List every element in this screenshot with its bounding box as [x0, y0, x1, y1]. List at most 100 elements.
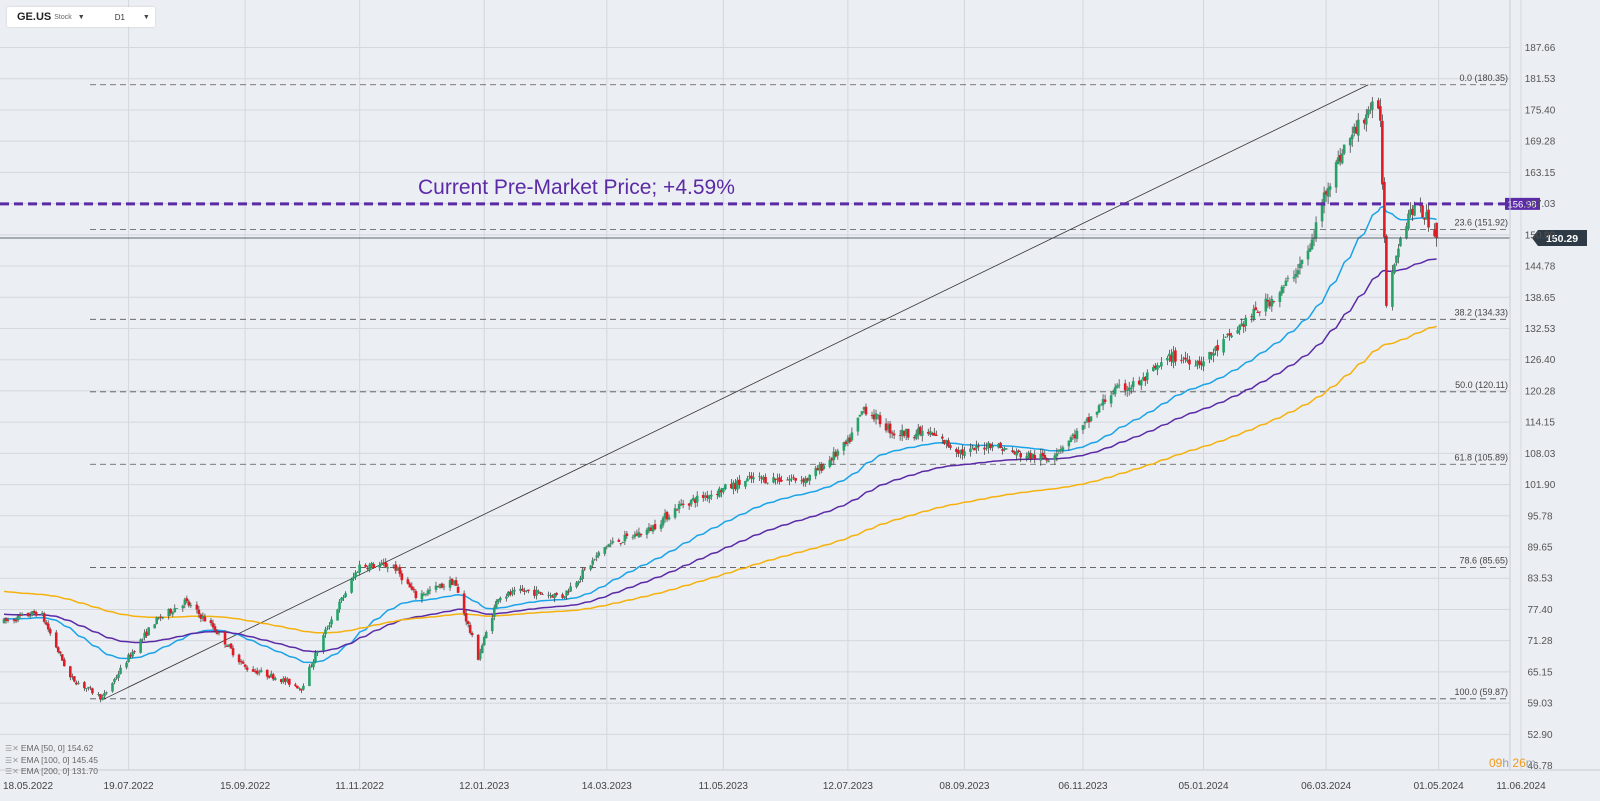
candle-body — [736, 480, 739, 490]
candle-body — [876, 414, 880, 416]
candle-body — [1268, 301, 1272, 307]
candle-body — [1326, 187, 1330, 197]
candle-bull — [707, 494, 711, 504]
candle-bull — [1391, 264, 1394, 311]
chevron-down-icon[interactable]: ▼ — [77, 13, 85, 21]
candle-bear — [44, 619, 48, 626]
candle-bear — [884, 418, 888, 433]
candle-bear — [1013, 450, 1016, 455]
candle-body — [1411, 208, 1414, 215]
candle-bull — [1182, 356, 1185, 364]
candle-body — [1182, 358, 1185, 360]
candle-bull — [380, 559, 384, 566]
candle-bear — [961, 444, 964, 460]
settings-icon[interactable]: ☰✕ — [5, 767, 19, 776]
candle-body — [217, 632, 221, 634]
candle-bear — [58, 651, 62, 657]
candle-bear — [898, 429, 902, 441]
candle-body — [1300, 259, 1304, 264]
candle-body — [255, 670, 259, 674]
candle-body — [69, 666, 72, 678]
candle-bull — [326, 625, 329, 631]
candle-body — [1409, 209, 1412, 215]
candle-body — [800, 480, 803, 482]
candle-bull — [171, 611, 175, 617]
candle-bull — [1236, 326, 1239, 335]
candle-body — [681, 503, 685, 505]
candle-bull — [281, 676, 285, 684]
candle-bear — [983, 442, 986, 455]
candle-bull — [1027, 450, 1031, 460]
candle-bull — [131, 649, 134, 658]
candle-body — [1045, 459, 1049, 461]
candle-bear — [1210, 352, 1213, 361]
candle-bull — [354, 570, 357, 580]
candle-bull — [971, 444, 974, 450]
y-tick-label: 65.15 — [1527, 667, 1552, 678]
candle-bull — [611, 537, 615, 545]
candle-bear — [279, 678, 283, 685]
y-tick-label: 46.78 — [1527, 761, 1552, 772]
candle-body — [1156, 364, 1159, 370]
candle-bull — [595, 552, 599, 562]
premarket-line: Current Pre-Market Price; +4.59%156.9815… — [0, 176, 1587, 246]
candle-body — [900, 429, 904, 437]
candle-body — [1043, 455, 1047, 459]
candle-bull — [900, 424, 904, 442]
candle-body — [653, 524, 657, 530]
candle-body — [561, 594, 564, 598]
candle-bull — [97, 692, 100, 697]
candle-bull — [420, 590, 424, 603]
candle-body — [366, 567, 369, 570]
candle-bear — [414, 589, 418, 600]
candle-bull — [703, 492, 707, 501]
candle-body — [32, 611, 36, 614]
candle-body — [257, 672, 261, 674]
candle-bull — [428, 586, 432, 595]
instrument-selector[interactable]: GE.US Stock ▼ D1 ▼ — [7, 7, 155, 27]
candle-body — [1310, 239, 1314, 250]
candle-bear — [169, 608, 173, 616]
settings-icon[interactable]: ☰✕ — [5, 755, 19, 765]
candle-bear — [820, 461, 824, 474]
candle-body — [679, 503, 683, 506]
candle-body — [1371, 101, 1374, 110]
legend-ema-100[interactable]: ☰✕ EMA [100, 0] 145.45 — [5, 754, 98, 765]
candle-bull — [673, 504, 677, 520]
candle-body — [44, 622, 48, 625]
candle-bull — [1075, 428, 1079, 443]
y-tick-label: 175.40 — [1525, 105, 1556, 116]
candle-body — [941, 436, 944, 439]
candle-body — [450, 578, 454, 585]
candle-body — [265, 669, 269, 677]
candle-bull — [1356, 113, 1360, 142]
candle-body — [555, 592, 558, 595]
candle-body — [1095, 411, 1099, 415]
legend-ema-50[interactable]: ☰✕ EMA [50, 0] 154.62 — [5, 743, 94, 753]
candle-body — [1425, 211, 1428, 220]
candle-bear — [48, 627, 52, 637]
settings-icon[interactable]: ☰✕ — [5, 744, 19, 753]
candle-body — [746, 478, 749, 482]
candle-bear — [1228, 328, 1231, 341]
candle-bull — [2, 617, 6, 624]
candle-body — [54, 632, 58, 648]
chevron-down-icon[interactable]: ▼ — [142, 13, 150, 21]
y-tick-label: 120.28 — [1525, 386, 1556, 397]
candle-bear — [440, 582, 444, 589]
legend-ema-200[interactable]: ☰✕ EMA [200, 0] 131.70 — [5, 766, 98, 776]
candle-body — [1236, 330, 1239, 334]
candle-bull — [1139, 379, 1143, 391]
fib-level-label: 23.6 (151.92) — [1454, 218, 1508, 228]
candle-body — [732, 482, 735, 490]
candle-body — [878, 415, 882, 425]
candle-bull — [1109, 391, 1113, 408]
candle-body — [183, 599, 187, 605]
candle-bull — [804, 476, 807, 487]
candle-body — [464, 613, 468, 622]
candle-body — [384, 562, 388, 568]
candle-body — [1421, 205, 1424, 218]
timeframe-label[interactable]: D1 — [114, 12, 125, 22]
fib-level-label: 38.2 (134.33) — [1454, 307, 1508, 317]
